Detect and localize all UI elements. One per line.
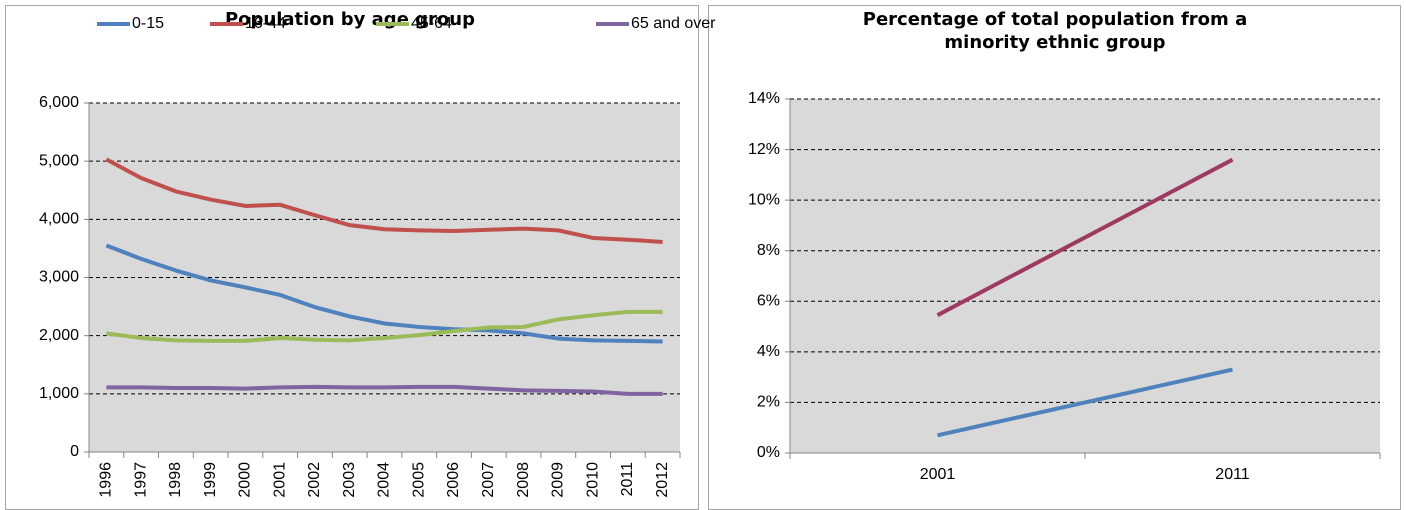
- x-tick-label: 2001: [920, 466, 956, 483]
- plot-area: [790, 99, 1380, 453]
- x-tick-label: 1997: [132, 462, 149, 498]
- y-tick-label: 2,000: [39, 327, 79, 344]
- x-tick-label: 2011: [1215, 466, 1250, 483]
- y-tick-label: 1,000: [39, 385, 79, 402]
- series-line: [106, 384, 663, 396]
- x-tick-label: 2001: [271, 462, 288, 498]
- x-tick-label: 2004: [376, 462, 393, 498]
- x-tick-label: 1996: [98, 462, 115, 498]
- series-line: [106, 309, 663, 343]
- series-line: [936, 157, 1234, 317]
- y-tick-label: 0: [70, 443, 79, 460]
- y-tick-label: 2%: [757, 394, 780, 411]
- y-tick-label: 0%: [757, 444, 780, 461]
- x-tick-label: 2002: [306, 462, 323, 498]
- x-tick-label: 2006: [445, 462, 462, 498]
- y-tick-label: 5,000: [39, 152, 79, 169]
- x-tick-label: 2000: [237, 462, 254, 498]
- x-tick-label: 2005: [410, 462, 427, 498]
- legend-label: 65 and over: [631, 15, 716, 32]
- y-tick-label: 3,000: [39, 269, 79, 286]
- legend-label: 0-15: [132, 15, 164, 32]
- y-tick-label: 8%: [757, 242, 780, 259]
- x-tick-label: 2009: [550, 462, 567, 498]
- chart-title: Percentage of total population from a mi…: [862, 9, 1248, 53]
- x-tick-label: 2012: [654, 462, 671, 498]
- x-tick-label: 2007: [480, 462, 497, 498]
- legend-label: 45-64: [411, 15, 452, 32]
- y-tick-label: 14%: [748, 90, 780, 107]
- legend-label: 16-44: [245, 15, 286, 32]
- x-tick-label: 2008: [515, 462, 532, 498]
- title-box: Population by age group: [224, 9, 475, 30]
- x-tick-label: 1998: [167, 462, 184, 498]
- series-line: [105, 243, 663, 344]
- y-tick-label: 10%: [748, 191, 780, 208]
- series-line: [937, 367, 1233, 438]
- x-tick-label: 2011: [619, 462, 636, 497]
- y-tick-label: 6,000: [39, 94, 79, 111]
- y-tick-label: 6%: [757, 293, 780, 310]
- series-line: [105, 157, 663, 245]
- x-tick-label: 1999: [202, 462, 219, 498]
- chart-title: Population by age group: [224, 9, 475, 30]
- y-tick-label: 4%: [757, 343, 780, 360]
- x-tick-label: 2003: [341, 462, 358, 498]
- y-tick-label: 4,000: [39, 211, 79, 228]
- x-tick-label: 2010: [584, 462, 601, 498]
- title-box: Percentage of total population from a mi…: [862, 9, 1248, 53]
- y-tick-label: 12%: [748, 141, 780, 158]
